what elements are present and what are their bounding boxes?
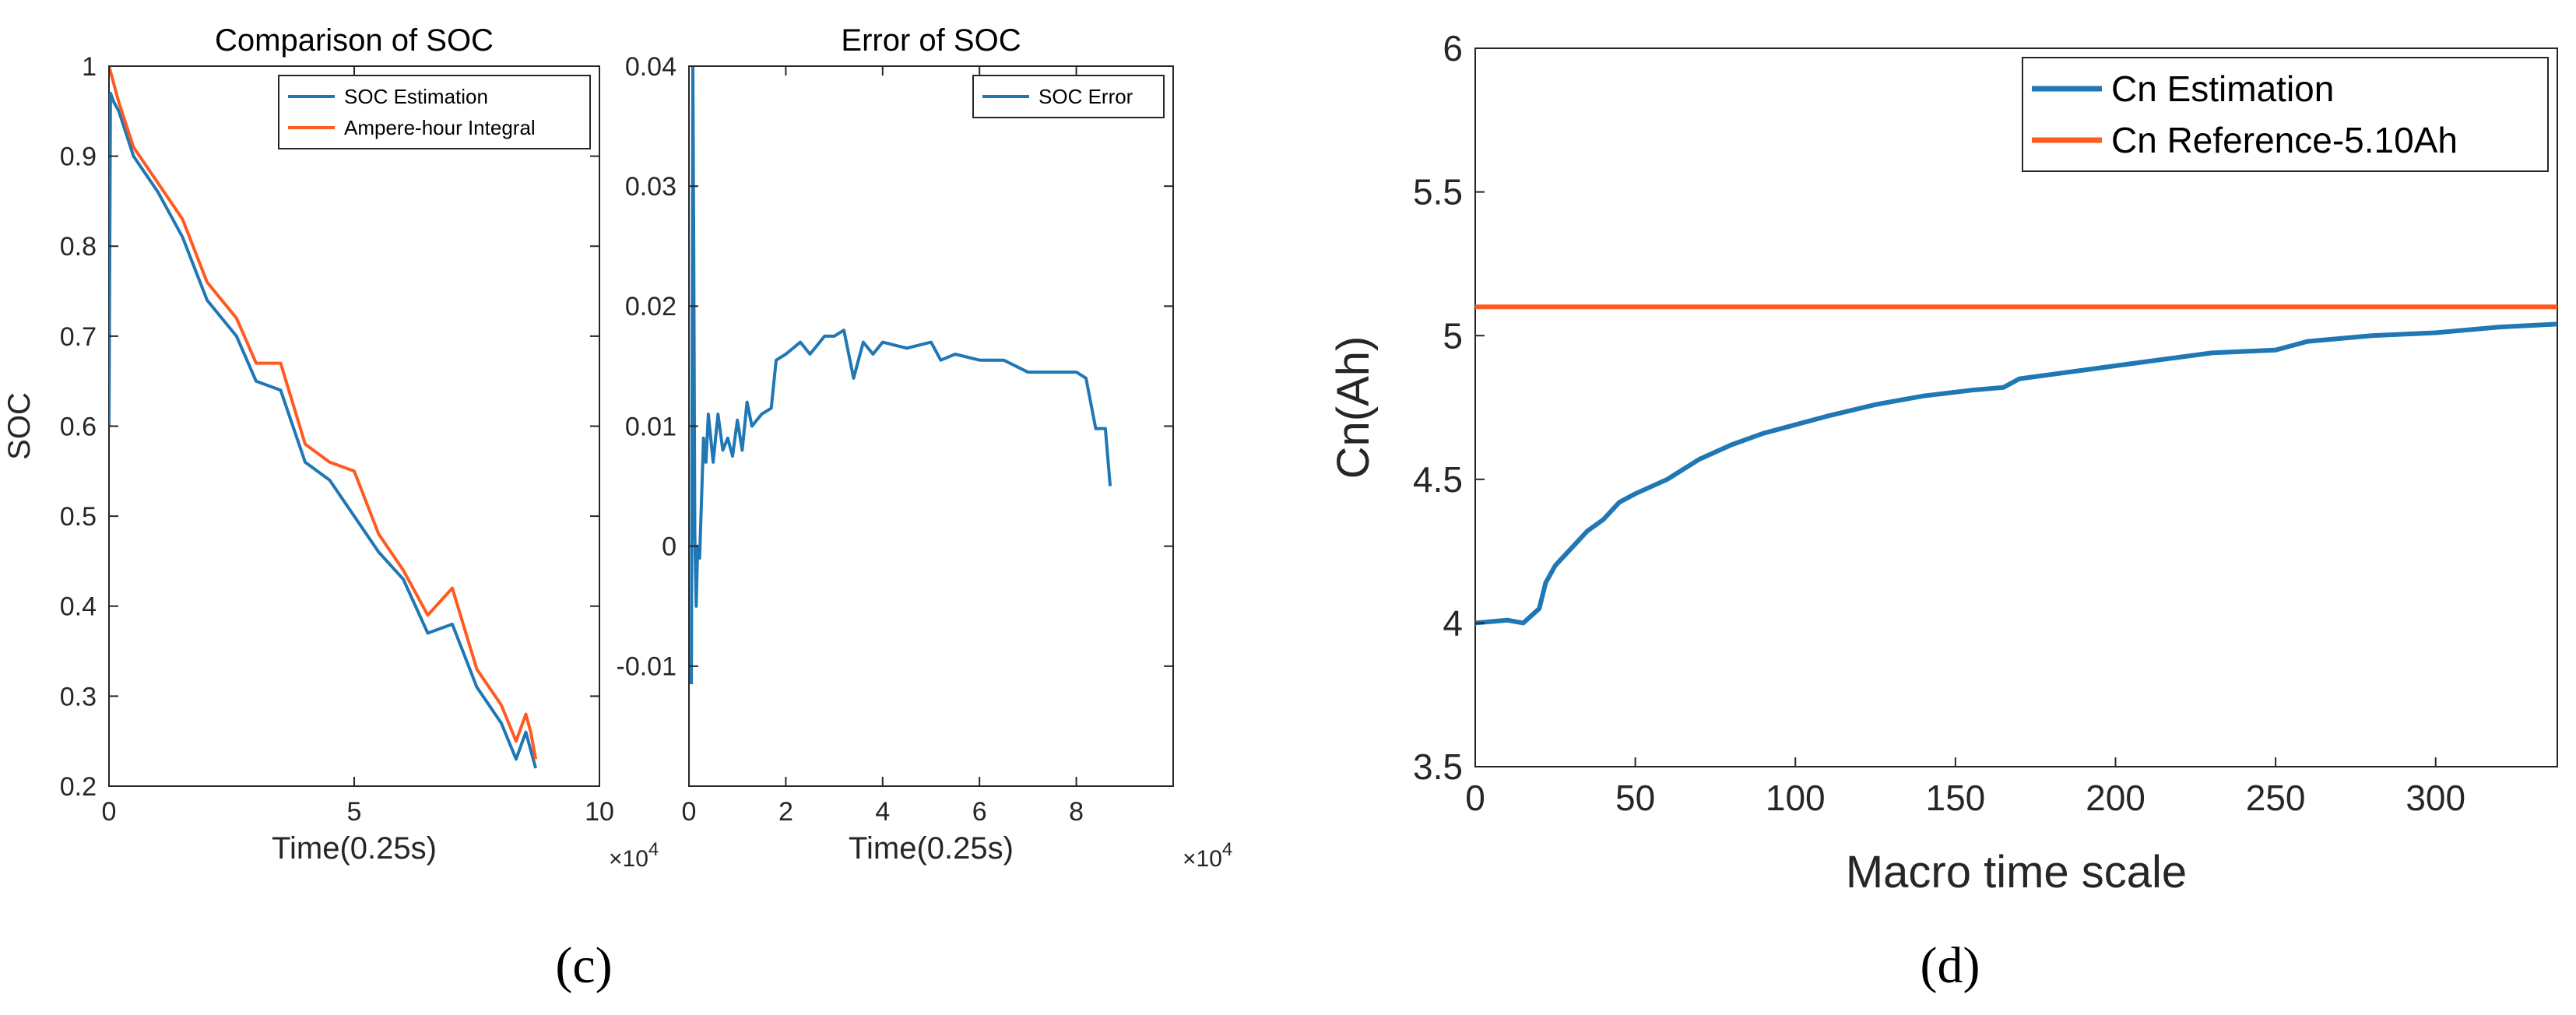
x-tick-label: 8	[1069, 797, 1084, 827]
x-tick-label: 4	[875, 797, 890, 827]
y-axis-label: SOC	[2, 392, 37, 460]
x-axis-exponent: ×104	[609, 839, 659, 872]
y-tick-label: 0.3	[60, 682, 97, 711]
y-tick-label: -0.01	[617, 652, 677, 682]
legend-label: SOC Estimation	[344, 85, 488, 108]
x-axis-label: Time(0.25s)	[272, 831, 437, 866]
x-tick-label: 50	[1615, 778, 1655, 818]
y-tick-label: 0.7	[60, 322, 97, 352]
x-tick-label: 10	[585, 797, 614, 827]
capacity-estimation-chart: 0 50 100 150 200 250 300 3.5 4 4.5 5 5.5 6 Macro time…	[1328, 28, 2558, 897]
x-axis-label: Time(0.25s)	[849, 831, 1014, 866]
plot-area-frame	[1474, 47, 2558, 767]
legend: SOC Error	[972, 75, 1165, 118]
y-tick-label: 4.5	[1413, 459, 1463, 500]
x-tick-label: 300	[2406, 778, 2465, 818]
x-axis-exponent: ×104	[1183, 839, 1232, 872]
soc-comparison-chart: 0 5 10 0.2 0.3 0.4 0.5 0.6 0.7 0.8 0.9 1 Comparison …	[2, 23, 659, 872]
legend-label: SOC Error	[1038, 85, 1133, 108]
y-tick-label: 0.4	[60, 592, 97, 622]
y-tick-label: 0.02	[625, 292, 677, 321]
x-tick-label: 2	[778, 797, 793, 827]
series-line-ampere-hour-integral	[109, 66, 538, 760]
chart-title: Comparison of SOC	[215, 23, 494, 58]
y-tick-label: 0.9	[60, 142, 97, 172]
y-tick-label: 0.2	[60, 772, 97, 802]
x-tick-label: 200	[2086, 778, 2145, 818]
x-axis-label: Macro time scale	[1846, 847, 2187, 897]
x-tick-label: 150	[1925, 778, 1985, 818]
x-tick-label: 250	[2246, 778, 2306, 818]
y-tick-label: 0.6	[60, 412, 97, 441]
x-tick-label: 0	[1465, 778, 1485, 818]
legend-frame	[278, 75, 591, 149]
y-tick-label: 5.5	[1413, 172, 1463, 212]
x-tick-label: 5	[347, 797, 362, 827]
legend-frame	[2022, 57, 2549, 172]
legend-label: Ampere-hour Integral	[344, 116, 536, 139]
legend-label: Cn Reference-5.10Ah	[2111, 120, 2458, 160]
soc-error-chart: 0 2 4 6 8 -0.01 0 0.01 0.02 0.03 0.04 Error of SOC T…	[617, 23, 1233, 872]
legend-label: Cn Estimation	[2111, 68, 2334, 109]
panel-label-d: (d)	[1921, 937, 1980, 994]
x-tick-label: 6	[972, 797, 987, 827]
y-tick-label: 3.5	[1413, 746, 1463, 787]
chart-title: Error of SOC	[841, 23, 1021, 58]
series-line-cn-estimation	[1475, 321, 2557, 626]
x-tick-label: 0	[682, 797, 697, 827]
series-line-soc-estimation	[109, 91, 538, 769]
series-line-soc-error	[690, 66, 1112, 685]
y-tick-label: 0.03	[625, 172, 677, 202]
legend: Cn Estimation Cn Reference-5.10Ah	[2022, 57, 2549, 172]
y-tick-label: 5	[1443, 315, 1463, 356]
y-tick-label: 1	[82, 52, 97, 82]
y-tick-label: 0.8	[60, 232, 97, 262]
y-tick-label: 0.04	[625, 52, 677, 82]
panel-label-c: (c)	[555, 937, 612, 994]
x-tick-label: 100	[1766, 778, 1826, 818]
x-tick-label: 0	[102, 797, 117, 827]
y-axis-label: Cn(Ah)	[1328, 336, 1379, 479]
y-tick-label: 0.01	[625, 412, 677, 441]
y-tick-label: 4	[1443, 603, 1463, 644]
y-tick-label: 6	[1443, 28, 1463, 68]
legend: SOC Estimation Ampere-hour Integral	[278, 75, 591, 149]
y-tick-label: 0.5	[60, 502, 97, 532]
y-tick-label: 0	[662, 532, 677, 562]
